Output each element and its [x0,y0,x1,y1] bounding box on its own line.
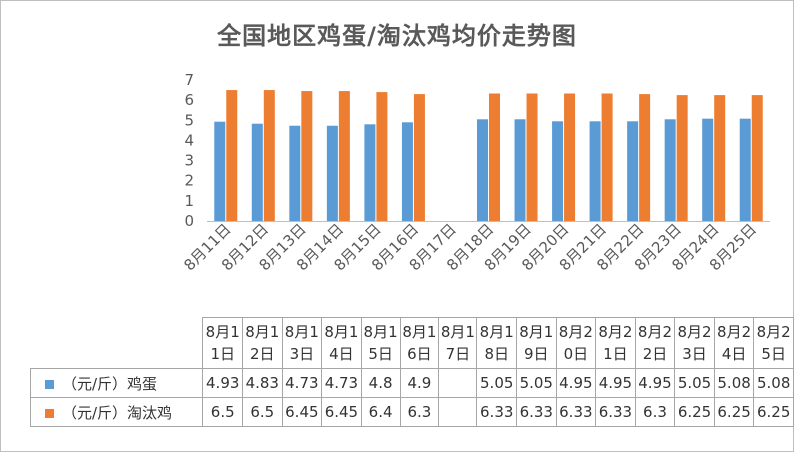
data-table-value-cell: 5.08 [753,368,794,398]
y-tick-label: 1 [184,192,194,210]
bar-chicken [564,93,576,221]
bar-egg [401,122,413,221]
data-table-value-cell: 5.05 [516,368,557,398]
data-table-value-cell: 4.95 [634,368,676,398]
data-table-value-cell [438,397,478,427]
bar-egg [702,118,714,221]
bar-chicken [489,93,500,221]
data-table-value-cell: 6.25 [753,397,794,427]
data-table-value-cell: 4.83 [242,368,283,398]
data-table-category-cell: 8月15日 [360,317,401,369]
data-table-category-cell: 8月24日 [713,317,755,369]
data-table-category-cell: 8月19日 [516,317,557,369]
bar-egg [552,121,564,221]
y-tick-label: 5 [184,111,194,129]
data-table-category-cell: 8月20日 [555,317,597,369]
bar-egg [251,123,263,221]
data-table-value-cell: 6.33 [555,397,597,427]
bar-chicken [601,93,613,221]
bar-chicken [526,93,538,221]
y-tick-label: 7 [184,71,194,89]
data-table-value-cell: 6.25 [713,397,755,427]
bar-egg [214,121,226,221]
bar-chicken [376,92,388,221]
data-table-value-cell: 5.08 [713,368,755,398]
y-tick-label: 4 [184,131,194,149]
data-table-header-row: 8月11日 8月12日 8月13日 8月14日 8月15日 8月16日 8月17日 8月18日… [30,317,794,369]
bar-chicken [676,95,688,221]
bar-chicken [226,90,238,221]
y-tick-label: 6 [184,91,194,109]
data-table-value-cell: 6.5 [242,397,283,427]
data-table-category-cell: 8月13日 [281,317,323,369]
data-table-value-cell: 4.95 [555,368,597,398]
bar-chicken [714,95,726,221]
legend-swatch-chicken [45,408,54,418]
chart-title: 全国地区鸡蛋/淘汰鸡均价走势图 [217,22,577,50]
bar-egg [477,119,488,221]
y-tick-label: 2 [184,172,194,190]
bar-egg [326,125,338,221]
data-table-category-cell: 8月18日 [476,317,517,369]
data-table-category-cell: 8月16日 [399,317,440,369]
data-table-value-cell: 4.9 [399,368,440,398]
data-table-value-cell: 6.5 [202,397,243,427]
y-tick-label: 0 [184,212,194,230]
data-table-value-cell: 6.33 [476,397,517,427]
data-table-value-cell: 4.73 [321,368,362,398]
bar-chicken [413,94,425,221]
data-table: 8月11日 8月12日 8月13日 8月14日 8月15日 8月16日 8月17日 8月18日… [29,317,794,427]
data-table-value-cell: 4.8 [360,368,401,398]
bar-chicken [301,91,313,221]
bar-egg [627,121,639,221]
bar-chicken [263,90,275,221]
data-table-value-cell: 6.3 [634,397,676,427]
bar-chicken [338,91,350,221]
bar-egg [664,119,676,221]
legend-swatch-egg [45,379,54,389]
bar-egg [289,125,301,221]
data-table-value-cell: 5.05 [476,368,517,398]
data-table-value-cell: 6.33 [595,397,636,427]
data-table-category-cell: 8月17日 [438,317,478,369]
data-table-value-cell: 6.25 [674,397,715,427]
data-table-category-cell: 8月11日 [202,317,243,369]
bar-egg [364,124,376,221]
data-table-value-cell: 5.05 [674,368,715,398]
data-table-value-cell: 6.4 [360,397,401,427]
data-table-category-cell: 8月25日 [753,317,794,369]
data-table-category-cell: 8月21日 [595,317,636,369]
data-table-category-cell: 8月12日 [242,317,283,369]
data-table-value-cell: 6.3 [399,397,440,427]
series-label-cell: （元/斤）鸡蛋 [29,368,204,398]
data-table-corner [30,317,204,369]
bar-egg [739,118,751,221]
data-table-value-cell: 6.45 [281,397,323,427]
data-table-value-cell [438,368,478,398]
data-table-category-cell: 8月22日 [634,317,676,369]
bar-egg [514,119,526,221]
series-label-cell: （元/斤）淘汰鸡 [29,397,204,427]
series-name-chicken: （元/斤）淘汰鸡 [62,403,173,422]
y-tick-label: 3 [184,152,194,170]
data-table-row-egg: （元/斤）鸡蛋 4.93 4.83 4.73 4.73 4.8 4.9 5.05 5.05 4.… [29,368,794,398]
bar-egg [589,121,601,221]
data-table-value-cell: 6.45 [321,397,362,427]
data-table-value-cell: 4.93 [202,368,243,398]
data-table-category-cell: 8月14日 [321,317,362,369]
data-table-row-chicken: （元/斤）淘汰鸡 6.5 6.5 6.45 6.45 6.4 6.3 6.33 6.33 6.3… [29,397,794,427]
data-table-category-cell: 8月23日 [674,317,715,369]
bar-chicken [639,94,651,221]
data-table-value-cell: 4.95 [595,368,636,398]
data-table-value-cell: 4.73 [281,368,323,398]
series-name-egg: （元/斤）鸡蛋 [62,374,158,393]
bar-chicken [751,95,763,221]
data-table-value-cell: 6.33 [516,397,557,427]
